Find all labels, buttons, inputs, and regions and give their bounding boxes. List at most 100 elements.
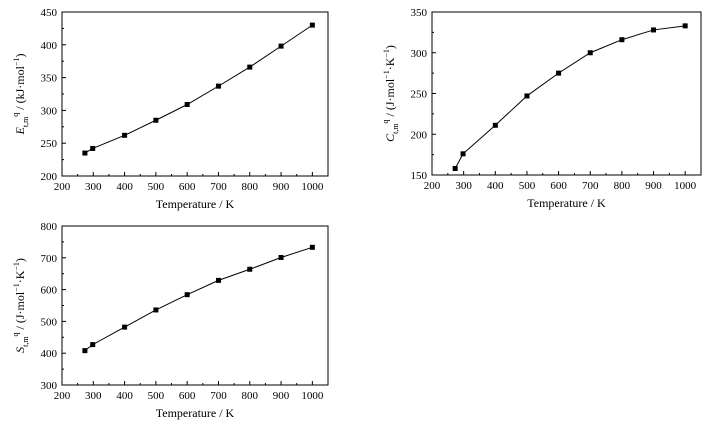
energy-x-axis-label: Temperature / K xyxy=(156,197,235,211)
entropy-x-tick-label: 600 xyxy=(179,390,196,402)
energy-x-tick-label: 400 xyxy=(116,181,133,193)
entropy-data-point xyxy=(247,266,253,272)
heat-capacity-y-axis-label: Ct,mq / (J·mol−1·K−1) xyxy=(381,45,400,142)
entropy-y-axis-label: St,mq / (J·mol−1·K−1) xyxy=(11,258,30,353)
entropy-x-tick-label: 800 xyxy=(242,390,259,402)
chart-energy: 200 300 400 500 600 700 800 900 1000 200 250 300 350… xyxy=(11,7,329,211)
heat-capacity-data-point xyxy=(682,23,688,29)
heat-capacity-data-point xyxy=(460,151,466,157)
chart-heat-capacity: 200 300 400 500 600 700 800 900 1000150200250300… xyxy=(381,7,702,210)
entropy-x-tick-label: 300 xyxy=(85,390,102,402)
heat-capacity-x-tick-label: 200 xyxy=(424,180,441,192)
energy-data-point xyxy=(247,64,253,70)
entropy-x-tick-label: 700 xyxy=(210,390,227,402)
energy-x-tick-label: 600 xyxy=(179,181,196,193)
heat-capacity-x-axis-label: Temperature / K xyxy=(527,196,606,210)
entropy-x-tick-label: 400 xyxy=(116,390,133,402)
heat-capacity-y-label-unit_sup2: −1 xyxy=(382,49,391,58)
energy-y-label-sup: q xyxy=(11,113,20,117)
entropy-data-point xyxy=(309,244,315,250)
entropy-x-tick-label: 900 xyxy=(273,390,290,402)
entropy-y-label-sub: t,m xyxy=(21,336,30,347)
entropy-data-point xyxy=(82,348,88,354)
heat-capacity-data-point xyxy=(587,50,593,56)
entropy-data-point xyxy=(184,292,190,298)
heat-capacity-y-tick-label: 300 xyxy=(411,48,428,60)
energy-data-point xyxy=(122,132,128,138)
energy-plot-frame xyxy=(61,11,329,177)
energy-y-label-unit: / (kJ·mol xyxy=(13,65,27,112)
entropy-series-line xyxy=(84,246,313,352)
heat-capacity-data-point xyxy=(452,165,458,171)
energy-data-point xyxy=(215,83,221,89)
heat-capacity-y-label-sub: t,m xyxy=(391,123,400,134)
heat-capacity-y-label-unit_sup: −1 xyxy=(382,70,391,79)
heat-capacity-x-tick-label: 700 xyxy=(582,180,599,192)
chart-entropy: 200 300 400 500 600 700 800 900 1000300400500600… xyxy=(11,221,329,420)
energy-x-tick-label: 300 xyxy=(85,181,102,193)
energy-series-line xyxy=(84,24,313,154)
entropy-y-tick-label: 400 xyxy=(41,348,58,360)
heat-capacity-data-point xyxy=(651,27,657,33)
energy-y-label-unit_sup: −1 xyxy=(12,58,21,67)
energy-y-tick-label: 250 xyxy=(41,138,58,150)
heat-capacity-x-tick-label: 600 xyxy=(550,180,567,192)
entropy-y-tick-label: 800 xyxy=(41,221,58,233)
energy-y-tick-label: 400 xyxy=(41,40,58,52)
entropy-data-point xyxy=(215,277,221,283)
entropy-y-tick-label: 600 xyxy=(41,285,58,297)
energy-x-tick-label: 1000 xyxy=(301,181,324,193)
entropy-x-axis-label: Temperature / K xyxy=(156,406,235,420)
heat-capacity-y-tick-label: 250 xyxy=(411,89,428,101)
heat-capacity-y-label-unit: / (J·mol xyxy=(383,78,397,119)
heat-capacity-x-tick-label: 900 xyxy=(645,180,662,192)
heat-capacity-data-point xyxy=(556,70,562,76)
entropy-y-tick-label: 500 xyxy=(41,316,58,328)
energy-data-point xyxy=(309,22,315,28)
energy-y-tick-label: 350 xyxy=(41,73,58,85)
heat-capacity-data-point xyxy=(524,93,530,99)
entropy-y-label-unit: / (J·mol xyxy=(13,291,27,332)
entropy-data-point xyxy=(122,324,128,330)
heat-capacity-y-label-unit_end: ) xyxy=(383,45,397,49)
entropy-y-label-unit_sup2: −1 xyxy=(12,262,21,271)
entropy-data-point xyxy=(90,342,96,348)
heat-capacity-x-tick-label: 1000 xyxy=(674,180,697,192)
energy-y-tick-label: 450 xyxy=(41,7,58,19)
entropy-y-tick-label: 700 xyxy=(41,253,58,265)
energy-data-point xyxy=(184,101,190,107)
heat-capacity-data-point xyxy=(492,122,498,128)
energy-data-point xyxy=(278,43,284,49)
heat-capacity-x-tick-label: 300 xyxy=(455,180,472,192)
entropy-data-point xyxy=(278,254,284,260)
heat-capacity-x-tick-label: 400 xyxy=(487,180,504,192)
heat-capacity-plot-frame xyxy=(431,11,702,176)
entropy-data-point xyxy=(153,307,159,313)
energy-y-tick-label: 200 xyxy=(41,171,58,183)
entropy-y-label-sup: q xyxy=(11,332,20,336)
energy-x-tick-label: 500 xyxy=(148,181,165,193)
entropy-x-tick-label: 200 xyxy=(54,390,71,402)
entropy-y-label-unit_end: ) xyxy=(13,258,27,262)
entropy-x-tick-label: 500 xyxy=(148,390,165,402)
entropy-x-tick-label: 1000 xyxy=(301,390,324,402)
heat-capacity-y-tick-label: 350 xyxy=(411,7,428,19)
heat-capacity-y-label-sup: q xyxy=(381,119,390,123)
heat-capacity-y-tick-label: 200 xyxy=(411,129,428,141)
energy-data-point xyxy=(82,150,88,156)
energy-y-label-unit_end: ) xyxy=(13,54,27,58)
energy-y-axis-label: Et,mq / (kJ·mol−1) xyxy=(11,54,30,136)
energy-x-tick-label: 900 xyxy=(273,181,290,193)
entropy-y-label-unit_sup: −1 xyxy=(12,283,21,292)
heat-capacity-y-tick-label: 150 xyxy=(411,170,428,182)
energy-y-tick-label: 300 xyxy=(41,105,58,117)
entropy-plot-frame xyxy=(61,225,329,386)
energy-data-point xyxy=(90,145,96,151)
energy-x-tick-label: 700 xyxy=(210,181,227,193)
heat-capacity-series-line xyxy=(454,25,686,169)
heat-capacity-y-label-unit_mid: ·K xyxy=(383,57,397,70)
heat-capacity-x-tick-label: 500 xyxy=(519,180,536,192)
energy-x-tick-label: 800 xyxy=(242,181,259,193)
energy-y-label-sub: t,m xyxy=(21,116,30,127)
